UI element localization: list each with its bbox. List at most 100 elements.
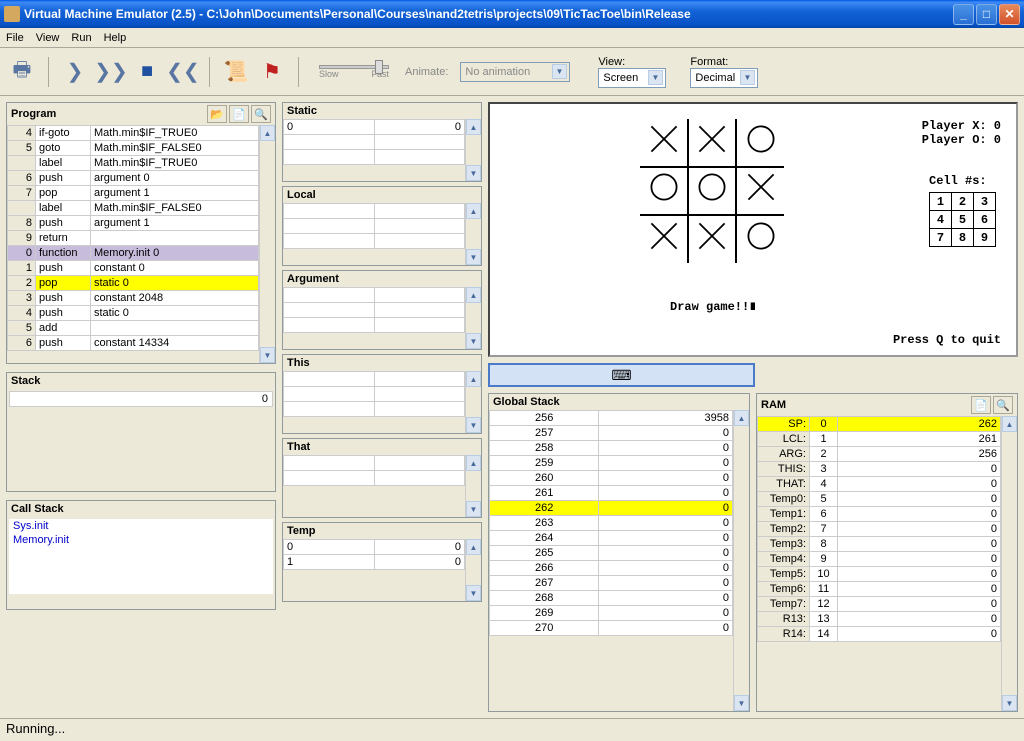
- program-row[interactable]: 6pushargument 0: [8, 171, 259, 186]
- program-row[interactable]: 5add: [8, 321, 259, 336]
- program-row[interactable]: labelMath.min$IF_FALSE0: [8, 201, 259, 216]
- menu-help[interactable]: Help: [104, 32, 127, 44]
- scrollbar[interactable]: ▲▼: [733, 410, 749, 711]
- segment-row[interactable]: [284, 234, 465, 249]
- ram-row[interactable]: R14:140: [758, 627, 1001, 642]
- stop-button[interactable]: ■: [133, 58, 161, 86]
- scrollbar[interactable]: ▲▼: [465, 371, 481, 433]
- find-button[interactable]: 🔍: [251, 105, 271, 123]
- program-row[interactable]: 3pushconstant 2048: [8, 291, 259, 306]
- callstack-label: Call Stack: [11, 503, 64, 515]
- minimize-button[interactable]: _: [953, 4, 974, 25]
- step-button[interactable]: ❯: [61, 58, 89, 86]
- segment-row[interactable]: 10: [284, 555, 465, 570]
- slider-thumb[interactable]: [375, 60, 383, 74]
- new-button[interactable]: 📄: [229, 105, 249, 123]
- program-row[interactable]: 2popstatic 0: [8, 276, 259, 291]
- segment-row[interactable]: [284, 402, 465, 417]
- ram-new-button[interactable]: 📄: [971, 396, 991, 414]
- ram-row[interactable]: SP:0262: [758, 417, 1001, 432]
- print-button[interactable]: 🖶: [8, 58, 36, 86]
- menu-file[interactable]: File: [6, 32, 24, 44]
- segment-row[interactable]: [284, 318, 465, 333]
- scrollbar[interactable]: ▲▼: [465, 539, 481, 601]
- animate-combo[interactable]: No animation: [460, 62, 570, 82]
- format-combo[interactable]: Decimal: [690, 68, 758, 88]
- maximize-button[interactable]: □: [976, 4, 997, 25]
- program-row[interactable]: 8pushargument 1: [8, 216, 259, 231]
- ram-row[interactable]: Temp5:100: [758, 567, 1001, 582]
- program-row[interactable]: 7popargument 1: [8, 186, 259, 201]
- globalstack-row[interactable]: 2700: [490, 621, 733, 636]
- ram-row[interactable]: Temp2:70: [758, 522, 1001, 537]
- ram-row[interactable]: Temp6:110: [758, 582, 1001, 597]
- program-row[interactable]: 6pushconstant 14334: [8, 336, 259, 351]
- globalstack-row[interactable]: 2690: [490, 606, 733, 621]
- ram-row[interactable]: THIS:30: [758, 462, 1001, 477]
- segment-row[interactable]: [284, 204, 465, 219]
- globalstack-row[interactable]: 2670: [490, 576, 733, 591]
- ram-row[interactable]: ARG:2256: [758, 447, 1001, 462]
- globalstack-row[interactable]: 2580: [490, 441, 733, 456]
- segment-row[interactable]: [284, 150, 465, 165]
- callstack-item[interactable]: Memory.init: [9, 533, 273, 547]
- scrollbar[interactable]: ▲▼: [465, 203, 481, 265]
- script-button[interactable]: 📜: [222, 58, 250, 86]
- program-row[interactable]: 1pushconstant 0: [8, 261, 259, 276]
- callstack-item[interactable]: Sys.init: [9, 519, 273, 533]
- globalstack-row[interactable]: 2660: [490, 561, 733, 576]
- globalstack-row[interactable]: 2680: [490, 591, 733, 606]
- ram-row[interactable]: Temp1:60: [758, 507, 1001, 522]
- view-combo[interactable]: Screen: [598, 68, 666, 88]
- segment-row[interactable]: [284, 387, 465, 402]
- segment-row[interactable]: [284, 456, 465, 471]
- globalstack-row[interactable]: 2610: [490, 486, 733, 501]
- ram-row[interactable]: Temp7:120: [758, 597, 1001, 612]
- segment-row[interactable]: [284, 219, 465, 234]
- globalstack-row[interactable]: 2620: [490, 501, 733, 516]
- program-row[interactable]: 0functionMemory.init 0: [8, 246, 259, 261]
- globalstack-row[interactable]: 2563958: [490, 411, 733, 426]
- segment-row[interactable]: [284, 303, 465, 318]
- scrollbar[interactable]: ▲▼: [465, 119, 481, 181]
- fast-forward-button[interactable]: ❯❯: [97, 58, 125, 86]
- ram-row[interactable]: R13:130: [758, 612, 1001, 627]
- close-button[interactable]: ✕: [999, 4, 1020, 25]
- keyboard-input[interactable]: ⌨: [488, 363, 755, 387]
- globalstack-row[interactable]: 2630: [490, 516, 733, 531]
- program-row[interactable]: 4if-gotoMath.min$IF_TRUE0: [8, 126, 259, 141]
- ram-row[interactable]: Temp0:50: [758, 492, 1001, 507]
- segment-row[interactable]: [284, 372, 465, 387]
- globalstack-row[interactable]: 2570: [490, 426, 733, 441]
- scrollbar[interactable]: ▲▼: [1001, 416, 1017, 711]
- ram-row[interactable]: Temp4:90: [758, 552, 1001, 567]
- open-button[interactable]: 📂: [207, 105, 227, 123]
- ram-row[interactable]: LCL:1261: [758, 432, 1001, 447]
- segment-row[interactable]: [284, 288, 465, 303]
- globalstack-row[interactable]: 2650: [490, 546, 733, 561]
- scrollbar[interactable]: ▲▼: [465, 455, 481, 517]
- menu-run[interactable]: Run: [71, 32, 91, 44]
- program-row[interactable]: 4pushstatic 0: [8, 306, 259, 321]
- segment-row[interactable]: [284, 135, 465, 150]
- program-row[interactable]: 5gotoMath.min$IF_FALSE0: [8, 141, 259, 156]
- globalstack-row[interactable]: 2590: [490, 456, 733, 471]
- ram-row[interactable]: THAT:40: [758, 477, 1001, 492]
- segment-row[interactable]: 00: [284, 120, 465, 135]
- ram-find-button[interactable]: 🔍: [993, 396, 1013, 414]
- flag-button[interactable]: ⚑: [258, 58, 286, 86]
- segment-row[interactable]: 00: [284, 540, 465, 555]
- globalstack-row[interactable]: 2600: [490, 471, 733, 486]
- scrollbar[interactable]: ▲▼: [465, 287, 481, 349]
- segment-row[interactable]: [284, 471, 465, 486]
- ram-row[interactable]: Temp3:80: [758, 537, 1001, 552]
- speed-slider[interactable]: SlowFast: [319, 65, 389, 79]
- rewind-button[interactable]: ❮❮: [169, 58, 197, 86]
- program-row[interactable]: labelMath.min$IF_TRUE0: [8, 156, 259, 171]
- flag-icon: ⚑: [263, 59, 281, 84]
- scrollbar[interactable]: ▲▼: [259, 125, 275, 363]
- separator: [209, 57, 210, 87]
- program-row[interactable]: 9return: [8, 231, 259, 246]
- globalstack-row[interactable]: 2640: [490, 531, 733, 546]
- menu-view[interactable]: View: [36, 32, 60, 44]
